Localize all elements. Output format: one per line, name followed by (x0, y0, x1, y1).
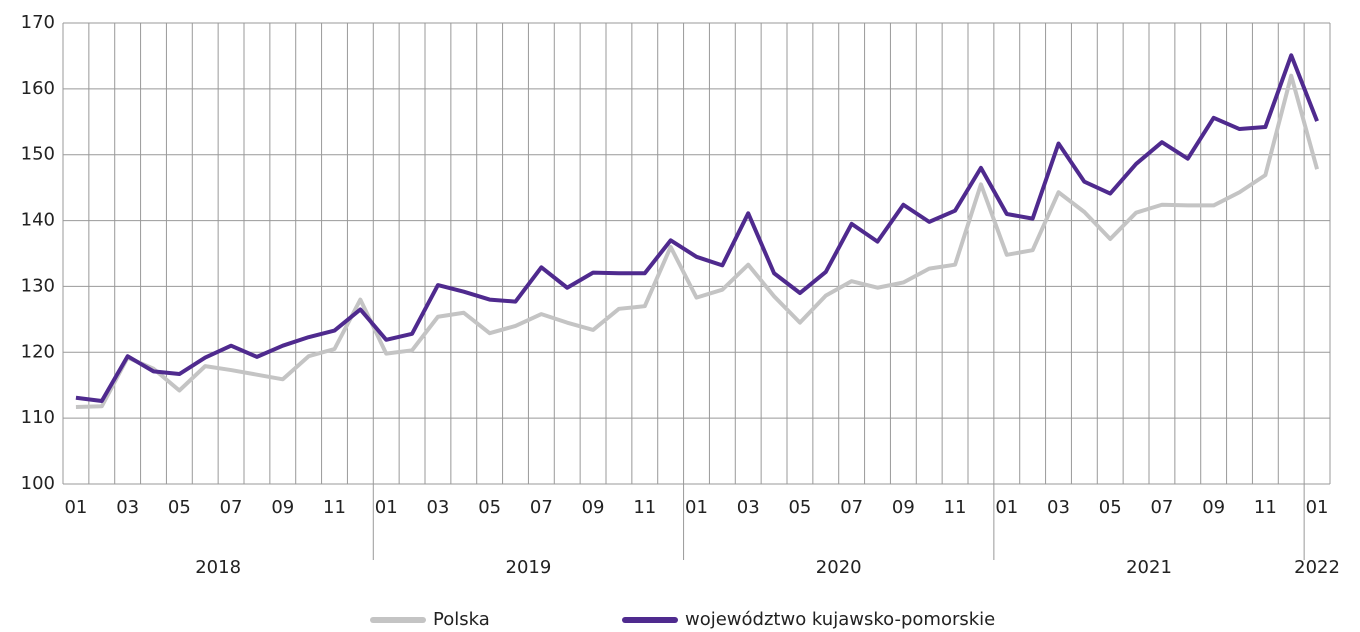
x-tick-label: 01 (375, 497, 398, 518)
x-tick-label: 11 (1254, 497, 1277, 518)
y-tick-label: 100 (21, 473, 55, 494)
legend-label: Polska (433, 609, 490, 630)
y-tick-label: 160 (21, 78, 55, 99)
x-tick-label: 09 (582, 497, 605, 518)
x-tick-label: 09 (1202, 497, 1225, 518)
year-label: 2019 (506, 557, 552, 578)
x-tick-label: 09 (892, 497, 915, 518)
x-tick-label: 03 (1047, 497, 1070, 518)
x-tick-label: 01 (685, 497, 708, 518)
x-tick-label: 11 (323, 497, 346, 518)
x-tick-label: 07 (1150, 497, 1173, 518)
series-line (75, 73, 1319, 409)
x-tick-label: 05 (168, 497, 191, 518)
x-tick-label: 11 (944, 497, 967, 518)
x-tick-label: 03 (426, 497, 449, 518)
y-tick-label: 170 (21, 12, 55, 33)
year-label: 2018 (195, 557, 241, 578)
year-label: 2021 (1126, 557, 1172, 578)
x-tick-label: 11 (633, 497, 656, 518)
y-tick-label: 140 (21, 210, 55, 231)
x-tick-label: 01 (1306, 497, 1329, 518)
x-tick-label: 07 (530, 497, 553, 518)
x-tick-label: 05 (1099, 497, 1122, 518)
x-tick-label: 03 (737, 497, 760, 518)
x-tick-label: 05 (788, 497, 811, 518)
x-tick-label: 01 (64, 497, 87, 518)
y-tick-label: 110 (21, 407, 55, 428)
y-tick-label: 120 (21, 341, 55, 362)
x-tick-label: 01 (995, 497, 1018, 518)
y-tick-label: 130 (21, 275, 55, 296)
y-tick-label: 150 (21, 144, 55, 165)
x-tick-label: 07 (840, 497, 863, 518)
x-tick-label: 09 (271, 497, 294, 518)
series-line (75, 53, 1319, 404)
x-tick-label: 07 (220, 497, 243, 518)
x-tick-label: 03 (116, 497, 139, 518)
year-label: 2020 (816, 557, 862, 578)
x-tick-label: 05 (478, 497, 501, 518)
legend-label: województwo kujawsko-pomorskie (685, 609, 995, 630)
year-label: 2022 (1294, 557, 1340, 578)
